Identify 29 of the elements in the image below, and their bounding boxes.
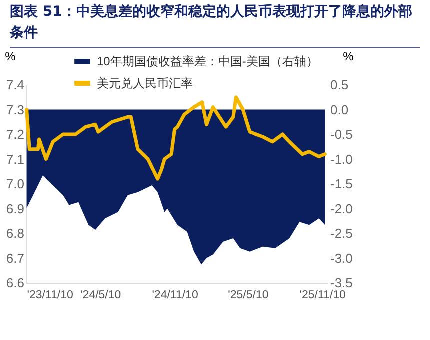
y-tick-label: 7.4 <box>6 78 24 92</box>
y2-axis-title: % <box>343 50 354 64</box>
y2-tick-label: -3.5 <box>330 276 353 290</box>
y2-tick-label: 0.0 <box>330 102 349 118</box>
line-series <box>25 96 327 181</box>
legend-label: 美元兑人民币汇率 <box>97 76 193 90</box>
y2-tick-label: -1.0 <box>330 152 353 167</box>
y2-tick-label: -3.0 <box>330 250 353 266</box>
y-tick-label: 7.2 <box>6 127 24 142</box>
y2-tick-label: -0.5 <box>330 127 353 142</box>
legend-label: 10年期国债收益率差：中国-美国（右轴） <box>97 54 318 68</box>
y-axis-title: % <box>5 50 16 64</box>
y2-tick-label: -2.0 <box>330 201 353 216</box>
x-tick-label: '25/5/10 <box>228 290 269 302</box>
x-tick-label: '24/5/10 <box>80 290 122 302</box>
y2-tick-label: -1.5 <box>330 176 353 192</box>
y2-tick-label: 0.5 <box>330 78 349 92</box>
y-tick-label: 6.9 <box>6 201 24 216</box>
x-tick-label: '24/11/10 <box>152 290 198 302</box>
x-tick-label: '23/11/10 <box>27 290 74 302</box>
y-tick-label: 7.3 <box>6 102 24 118</box>
y2-tick-label: -2.5 <box>330 226 353 241</box>
y-tick-label: 6.8 <box>6 226 24 241</box>
y-tick-label: 7.1 <box>6 152 24 167</box>
y-tick-label: 7.0 <box>6 176 24 192</box>
y-tick-label: 6.6 <box>6 276 24 290</box>
x-tick-label: '25/11/10 <box>300 290 346 302</box>
y-tick-label: 6.7 <box>6 250 24 266</box>
chart-title: 图表 51：中美息差的收窄和稳定的人民币表现打开了降息的外部条件 <box>10 2 420 48</box>
